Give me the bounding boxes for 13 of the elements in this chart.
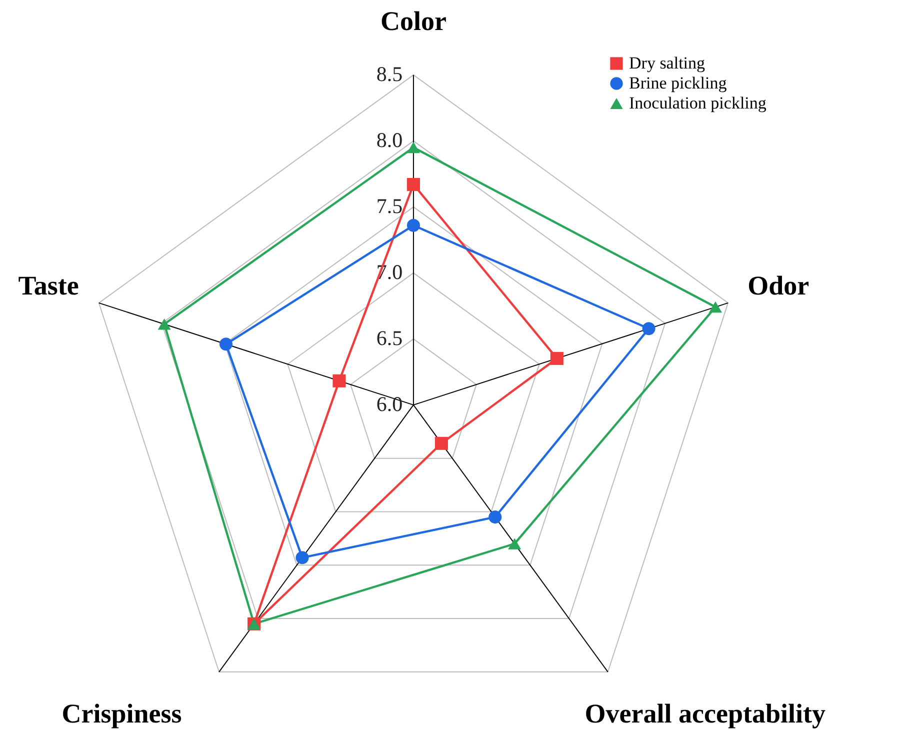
y-tick-label: 8.0: [376, 128, 403, 152]
y-tick-label: 8.5: [376, 62, 403, 86]
legend-label: Dry salting: [629, 54, 706, 72]
spoke-label: Crispiness: [62, 698, 182, 729]
spoke-label: Taste: [18, 270, 79, 301]
legend-label: Brine pickling: [629, 74, 728, 92]
spoke-label: Overall acceptability: [584, 698, 826, 729]
y-tick-label: 6.5: [376, 326, 403, 350]
y-tick-label: 7.5: [376, 194, 403, 218]
spoke-label: Color: [380, 6, 446, 36]
y-tick-label: 6.0: [376, 392, 403, 416]
spoke-label: Odor: [748, 270, 810, 301]
legend-label: Inoculation pickling: [629, 94, 767, 112]
